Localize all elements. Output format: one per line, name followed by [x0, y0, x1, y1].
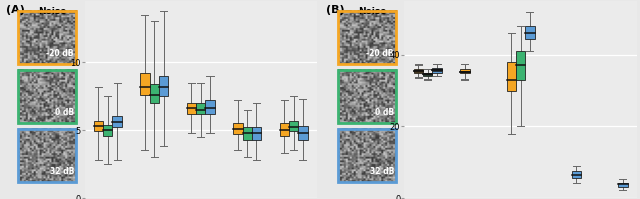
Bar: [433, 69, 442, 71]
Bar: [233, 123, 243, 134]
Bar: [423, 74, 433, 75]
Bar: [113, 116, 122, 127]
Bar: [460, 69, 470, 73]
Bar: [460, 71, 470, 72]
Bar: [280, 123, 289, 136]
Bar: [187, 103, 196, 114]
Bar: [516, 51, 525, 80]
Bar: [159, 76, 168, 96]
Bar: [413, 69, 423, 73]
Text: (B): (B): [326, 5, 345, 15]
Text: -20 dB: -20 dB: [366, 49, 394, 58]
Bar: [196, 103, 205, 114]
Bar: [205, 100, 214, 114]
Bar: [413, 70, 423, 72]
Text: Noise: Noise: [358, 7, 386, 16]
Text: (A): (A): [6, 5, 26, 15]
Bar: [150, 84, 159, 103]
Text: -20 dB: -20 dB: [47, 49, 74, 58]
Bar: [525, 26, 534, 39]
Text: Noise: Noise: [38, 7, 66, 16]
Text: 0 dB: 0 dB: [375, 108, 394, 117]
Bar: [618, 183, 627, 186]
Bar: [572, 171, 581, 178]
Bar: [103, 125, 113, 136]
Bar: [252, 127, 261, 139]
Bar: [243, 127, 252, 139]
Bar: [289, 121, 298, 131]
Text: 32 dB: 32 dB: [369, 167, 394, 176]
Bar: [298, 126, 308, 139]
Bar: [423, 73, 433, 76]
Text: 32 dB: 32 dB: [49, 167, 74, 176]
Bar: [433, 68, 442, 73]
Bar: [94, 121, 103, 131]
Text: 0 dB: 0 dB: [55, 108, 74, 117]
Bar: [140, 73, 150, 95]
Bar: [507, 62, 516, 91]
